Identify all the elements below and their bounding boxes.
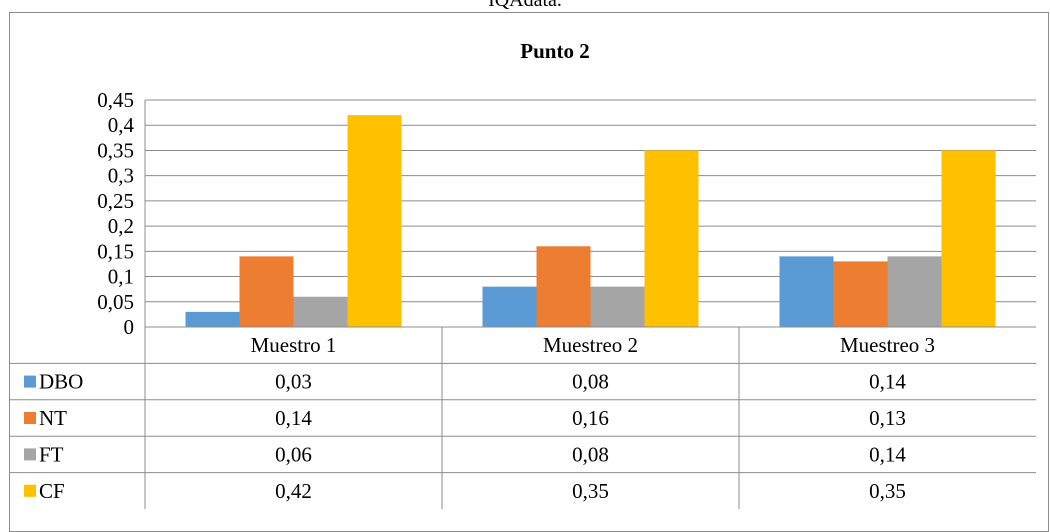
data-table: Muestro 1 Muestreo 2 Muestreo 3 DBO 0,03 0,08…	[10, 326, 1036, 509]
data-label: 0,14	[869, 370, 906, 394]
page-caption: IQAdata.	[488, 0, 562, 11]
bar	[293, 296, 348, 327]
bar	[482, 286, 537, 327]
bar	[590, 286, 645, 327]
bars	[185, 115, 996, 327]
data-label: 0,13	[869, 406, 906, 430]
bar	[644, 150, 699, 327]
chart-frame: Punto 2 0 0,05 0,1 0,15 0,2 0,25 0,3 0,35 0,4 0,4…	[9, 12, 1049, 532]
data-label: 0,16	[572, 406, 609, 430]
bar	[239, 256, 294, 327]
y-tick-label: 0,25	[97, 189, 134, 213]
y-tick-label: 0,3	[108, 164, 134, 188]
legend-swatch	[24, 412, 36, 424]
y-tick-label: 0	[124, 315, 135, 339]
data-label: 0,35	[572, 479, 609, 503]
bar-chart: Punto 2 00,050,10,150,20,250,30,350,40,4…	[10, 39, 1036, 509]
chart-title: Punto 2	[520, 39, 589, 63]
y-tick-label: 0,4	[108, 113, 135, 137]
x-category-label: Muestro 1	[251, 333, 337, 357]
bar	[536, 246, 591, 327]
y-tick-label: 0,45	[97, 88, 134, 112]
bar	[347, 115, 402, 327]
legend-label: NT	[39, 406, 67, 430]
y-tick-label: 0,05	[97, 290, 134, 314]
data-label: 0,14	[275, 406, 312, 430]
x-category-label: Muestreo 3	[840, 333, 935, 357]
legend-label: CF	[39, 479, 65, 503]
bar	[833, 261, 888, 327]
legend-swatch	[24, 484, 36, 497]
x-category-label: Muestreo 2	[543, 333, 638, 357]
y-axis: 00,050,10,150,20,250,30,350,40,45	[97, 88, 146, 339]
data-label: 0,42	[275, 479, 312, 503]
bar	[941, 150, 996, 327]
legend-label: DBO	[39, 370, 83, 394]
data-label: 0,03	[275, 370, 312, 394]
data-label: 0,35	[869, 479, 906, 503]
bar	[887, 256, 942, 327]
legend-swatch	[24, 448, 36, 461]
legend-label: FT	[39, 442, 64, 466]
y-tick-label: 0,1	[108, 265, 134, 289]
y-tick-label: 0,35	[97, 138, 134, 162]
data-label: 0,08	[572, 370, 609, 394]
bar	[779, 256, 834, 327]
legend-swatch	[24, 375, 36, 388]
y-tick-label: 0,15	[97, 239, 134, 263]
data-label: 0,06	[275, 442, 312, 466]
y-tick-label: 0,2	[108, 214, 134, 238]
data-label: 0,14	[869, 442, 906, 466]
data-label: 0,08	[572, 442, 609, 466]
bar	[185, 311, 240, 327]
